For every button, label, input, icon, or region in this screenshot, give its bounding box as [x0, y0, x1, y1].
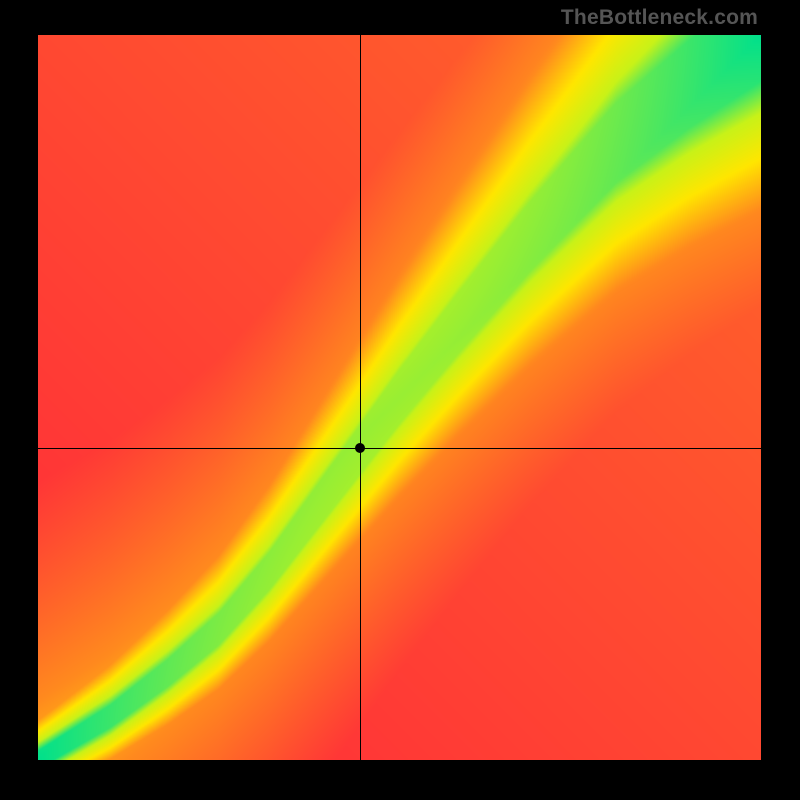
crosshair-vertical — [360, 35, 361, 760]
heatmap-canvas — [38, 35, 761, 760]
watermark-text: TheBottleneck.com — [561, 6, 758, 30]
marker-point — [355, 443, 365, 453]
chart-container: TheBottleneck.com — [0, 0, 800, 800]
crosshair-horizontal — [38, 448, 761, 449]
